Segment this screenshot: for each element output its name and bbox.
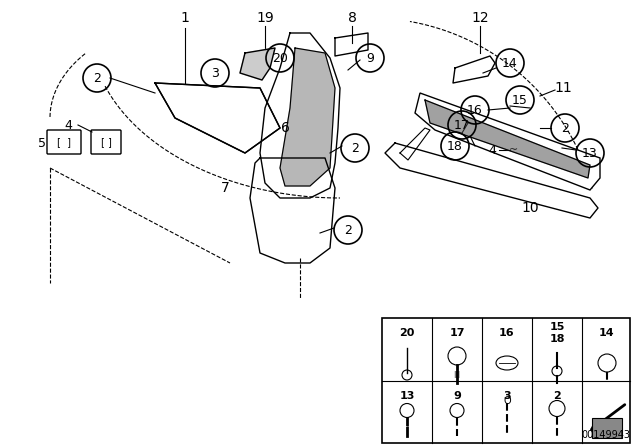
Text: 15: 15 — [512, 94, 528, 107]
Text: 5: 5 — [38, 137, 46, 150]
Text: 9: 9 — [453, 391, 461, 401]
Text: 20: 20 — [399, 328, 415, 338]
Text: ---: --- — [403, 423, 411, 430]
Text: 13: 13 — [399, 391, 415, 401]
FancyBboxPatch shape — [91, 130, 121, 154]
Text: 9: 9 — [366, 52, 374, 65]
Text: 2: 2 — [561, 121, 569, 134]
Polygon shape — [240, 48, 275, 80]
Text: 12: 12 — [471, 11, 489, 25]
Text: O: O — [503, 396, 511, 405]
Text: 2: 2 — [553, 391, 561, 401]
Text: 14: 14 — [599, 328, 615, 338]
Text: 10: 10 — [521, 201, 539, 215]
Text: 1: 1 — [180, 11, 189, 25]
Text: 14: 14 — [502, 56, 518, 69]
Text: 18: 18 — [447, 139, 463, 152]
Text: 11: 11 — [554, 81, 572, 95]
Text: 3: 3 — [503, 391, 511, 401]
Text: 19: 19 — [256, 11, 274, 25]
Text: 16: 16 — [467, 103, 483, 116]
Text: 17: 17 — [454, 119, 470, 132]
Text: 2: 2 — [351, 142, 359, 155]
Text: 17: 17 — [449, 328, 465, 338]
Text: 8: 8 — [348, 11, 356, 25]
Polygon shape — [425, 100, 590, 178]
Text: 3: 3 — [211, 66, 219, 79]
Text: 00149943: 00149943 — [581, 430, 630, 440]
Text: 4: 4 — [64, 119, 72, 132]
Text: 13: 13 — [582, 146, 598, 159]
Text: |||: ||| — [453, 370, 461, 378]
Text: 6: 6 — [280, 121, 289, 135]
Bar — [592, 418, 622, 438]
Text: [ ]: [ ] — [100, 137, 111, 147]
Text: 15
18: 15 18 — [549, 322, 564, 344]
Text: [  ]: [ ] — [57, 137, 71, 147]
Text: ~: ~ — [508, 145, 518, 155]
Text: 20: 20 — [272, 52, 288, 65]
Polygon shape — [280, 48, 335, 186]
Text: 2: 2 — [344, 224, 352, 237]
Text: 16: 16 — [499, 328, 515, 338]
Bar — [382, 318, 630, 443]
FancyBboxPatch shape — [47, 130, 81, 154]
Polygon shape — [155, 83, 280, 153]
Text: 4: 4 — [488, 143, 496, 156]
Polygon shape — [415, 93, 600, 190]
Text: 2: 2 — [93, 72, 101, 85]
Text: 7: 7 — [221, 181, 229, 195]
